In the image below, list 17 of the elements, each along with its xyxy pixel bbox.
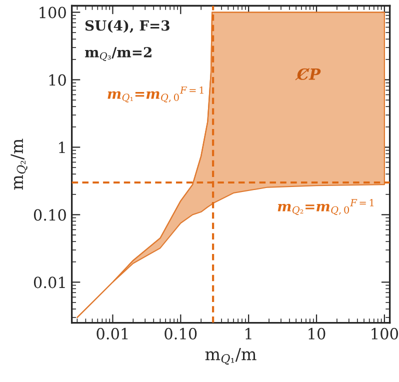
y-tick-label: 10 — [49, 74, 66, 86]
x-tick-label: 100 — [372, 328, 398, 340]
annotation: SU(4), F=3 — [85, 20, 170, 33]
annotation: C̸P — [295, 68, 321, 80]
x-tick-label: 0.10 — [164, 328, 197, 340]
annotation: m$_{Q₃}$/m=2 — [85, 46, 152, 61]
x-tick-label: 10 — [308, 328, 326, 340]
x-tick-label: 1 — [246, 328, 252, 340]
x-axis-title: m$_{Q₁}$/m — [205, 348, 256, 365]
y-tick-label: 1 — [59, 142, 65, 154]
x-tick-label: 0.01 — [96, 328, 128, 340]
y-tick-label: 0.10 — [34, 209, 66, 221]
ref-line-label: m$_{Q₂}$=m$_{Q,0}$$^{F=1}$ — [278, 199, 374, 215]
y-tick-label: 100 — [40, 6, 66, 18]
ref-line-label: m$_{Q₁}$=m$_{Q,0}$$^{F=1}$ — [108, 86, 204, 102]
y-axis-title: m$_{Q₂}$/m — [10, 138, 28, 190]
y-tick-label: 0.01 — [34, 276, 65, 288]
